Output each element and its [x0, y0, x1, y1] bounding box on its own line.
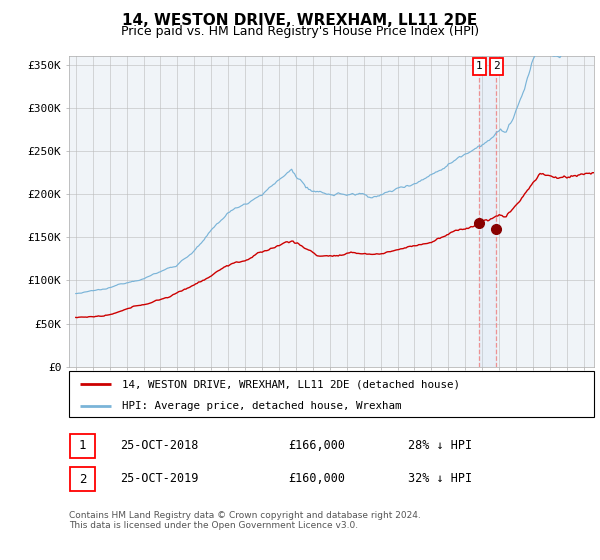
FancyBboxPatch shape	[69, 371, 594, 417]
Text: HPI: Average price, detached house, Wrexham: HPI: Average price, detached house, Wrex…	[121, 401, 401, 410]
Text: 1: 1	[476, 62, 483, 71]
Text: 14, WESTON DRIVE, WREXHAM, LL11 2DE (detached house): 14, WESTON DRIVE, WREXHAM, LL11 2DE (det…	[121, 379, 460, 389]
Text: £160,000: £160,000	[288, 472, 345, 486]
Text: Contains HM Land Registry data © Crown copyright and database right 2024.
This d: Contains HM Land Registry data © Crown c…	[69, 511, 421, 530]
Bar	[479, 56, 496, 367]
Text: 25-OCT-2018: 25-OCT-2018	[120, 438, 199, 452]
Text: 2: 2	[493, 62, 500, 71]
Text: Price paid vs. HM Land Registry's House Price Index (HPI): Price paid vs. HM Land Registry's House …	[121, 25, 479, 38]
FancyBboxPatch shape	[70, 467, 95, 492]
Text: £166,000: £166,000	[288, 438, 345, 452]
Text: 28% ↓ HPI: 28% ↓ HPI	[408, 438, 472, 452]
FancyBboxPatch shape	[70, 433, 95, 458]
Text: 14, WESTON DRIVE, WREXHAM, LL11 2DE: 14, WESTON DRIVE, WREXHAM, LL11 2DE	[122, 13, 478, 28]
Text: 25-OCT-2019: 25-OCT-2019	[120, 472, 199, 486]
Text: 2: 2	[79, 473, 86, 486]
Text: 1: 1	[79, 439, 86, 452]
Text: 32% ↓ HPI: 32% ↓ HPI	[408, 472, 472, 486]
